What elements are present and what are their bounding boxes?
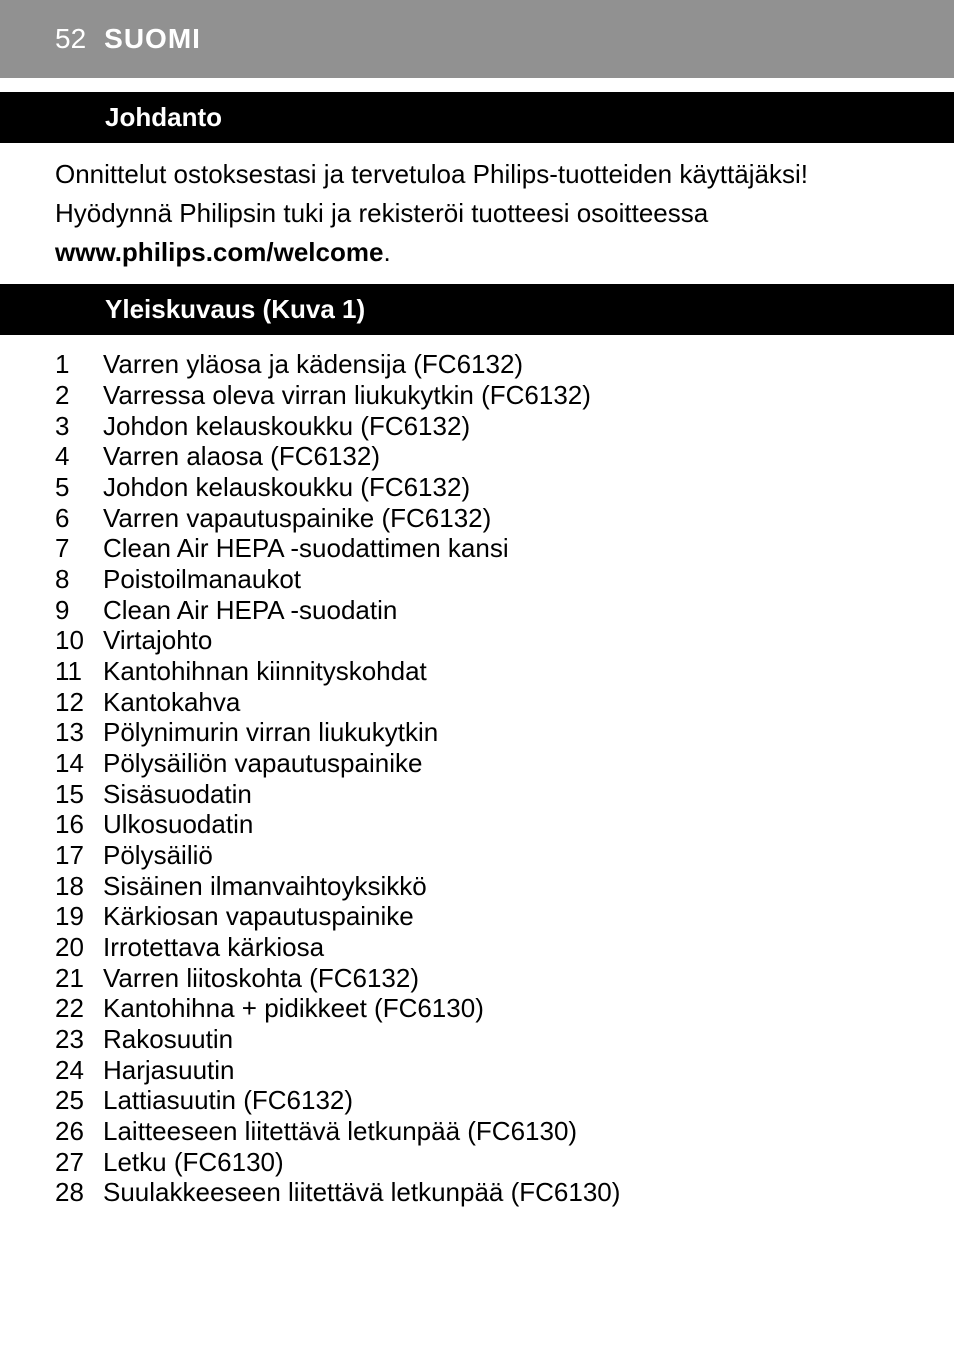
list-item: 2Varressa oleva virran liukukytkin (FC61…: [55, 380, 899, 411]
list-item: 19Kärkiosan vapautuspainike: [55, 901, 899, 932]
list-item-number: 25: [55, 1085, 103, 1116]
list-item: 28Suulakkeeseen liitettävä letkunpää (FC…: [55, 1177, 899, 1208]
list-item-text: Kärkiosan vapautuspainike: [103, 901, 899, 932]
list-item-text: Irrotettava kärkiosa: [103, 932, 899, 963]
list-item-number: 11: [55, 656, 103, 687]
list-item: 11Kantohihnan kiinnityskohdat: [55, 656, 899, 687]
list-item: 6Varren vapautuspainike (FC6132): [55, 503, 899, 534]
list-item-text: Varren alaosa (FC6132): [103, 441, 899, 472]
intro-line-1: Onnittelut ostoksestasi ja tervetuloa Ph…: [55, 157, 899, 192]
section-heading-intro-text: Johdanto: [55, 102, 899, 133]
list-item-number: 21: [55, 963, 103, 994]
page-header: 52 SUOMI: [0, 0, 954, 78]
list-item-number: 6: [55, 503, 103, 534]
list-item-number: 7: [55, 533, 103, 564]
list-item-number: 8: [55, 564, 103, 595]
list-item: 8Poistoilmanaukot: [55, 564, 899, 595]
list-item-number: 4: [55, 441, 103, 472]
list-item: 3Johdon kelauskoukku (FC6132): [55, 411, 899, 442]
list-item-number: 24: [55, 1055, 103, 1086]
list-item-number: 17: [55, 840, 103, 871]
list-item: 5Johdon kelauskoukku (FC6132): [55, 472, 899, 503]
list-item-text: Rakosuutin: [103, 1024, 899, 1055]
list-item: 20Irrotettava kärkiosa: [55, 932, 899, 963]
list-item-number: 2: [55, 380, 103, 411]
list-item-number: 13: [55, 717, 103, 748]
list-item-text: Johdon kelauskoukku (FC6132): [103, 411, 899, 442]
intro-suffix: .: [383, 237, 390, 267]
list-item-number: 3: [55, 411, 103, 442]
list-item-text: Kantohihna + pidikkeet (FC6130): [103, 993, 899, 1024]
section-heading-intro: Johdanto: [0, 92, 954, 143]
list-item: 10Virtajohto: [55, 625, 899, 656]
list-item-number: 10: [55, 625, 103, 656]
list-item-text: Varren yläosa ja kädensija (FC6132): [103, 349, 899, 380]
list-item: 9Clean Air HEPA -suodatin: [55, 595, 899, 626]
list-item-number: 28: [55, 1177, 103, 1208]
list-item-text: Laitteeseen liitettävä letkunpää (FC6130…: [103, 1116, 899, 1147]
list-item-text: Kantohihnan kiinnityskohdat: [103, 656, 899, 687]
list-item-number: 14: [55, 748, 103, 779]
list-item-number: 19: [55, 901, 103, 932]
header-title: SUOMI: [104, 23, 201, 55]
intro-line-2: Hyödynnä Philipsin tuki ja rekisteröi tu…: [55, 196, 899, 231]
list-item: 26Laitteeseen liitettävä letkunpää (FC61…: [55, 1116, 899, 1147]
list-item: 14Pölysäiliön vapautuspainike: [55, 748, 899, 779]
list-item: 23Rakosuutin: [55, 1024, 899, 1055]
page-content: Johdanto Onnittelut ostoksestasi ja terv…: [0, 92, 954, 1208]
list-item-text: Pölynimurin virran liukukytkin: [103, 717, 899, 748]
list-item-text: Johdon kelauskoukku (FC6132): [103, 472, 899, 503]
list-item-number: 26: [55, 1116, 103, 1147]
list-item-text: Varren vapautuspainike (FC6132): [103, 503, 899, 534]
intro-url: www.philips.com/welcome: [55, 237, 383, 267]
list-item: 27Letku (FC6130): [55, 1147, 899, 1178]
list-item-number: 18: [55, 871, 103, 902]
list-item: 24Harjasuutin: [55, 1055, 899, 1086]
list-item-number: 20: [55, 932, 103, 963]
section-heading-overview: Yleiskuvaus (Kuva 1): [0, 284, 954, 335]
list-item: 22Kantohihna + pidikkeet (FC6130): [55, 993, 899, 1024]
list-item-text: Poistoilmanaukot: [103, 564, 899, 595]
list-item: 7Clean Air HEPA -suodattimen kansi: [55, 533, 899, 564]
page-number: 52: [55, 23, 86, 55]
list-item-text: Pölysäiliön vapautuspainike: [103, 748, 899, 779]
list-item: 17Pölysäiliö: [55, 840, 899, 871]
section-heading-overview-text: Yleiskuvaus (Kuva 1): [55, 294, 899, 325]
list-item-number: 23: [55, 1024, 103, 1055]
list-item-text: Sisäinen ilmanvaihtoyksikkö: [103, 871, 899, 902]
list-item-text: Letku (FC6130): [103, 1147, 899, 1178]
list-item-text: Clean Air HEPA -suodattimen kansi: [103, 533, 899, 564]
list-item-number: 5: [55, 472, 103, 503]
list-item-number: 9: [55, 595, 103, 626]
list-item: 16Ulkosuodatin: [55, 809, 899, 840]
list-item-number: 12: [55, 687, 103, 718]
list-item-text: Pölysäiliö: [103, 840, 899, 871]
list-item-text: Sisäsuodatin: [103, 779, 899, 810]
list-item: 15Sisäsuodatin: [55, 779, 899, 810]
list-item-text: Harjasuutin: [103, 1055, 899, 1086]
list-item-text: Ulkosuodatin: [103, 809, 899, 840]
list-item: 1Varren yläosa ja kädensija (FC6132): [55, 349, 899, 380]
list-item-text: Varressa oleva virran liukukytkin (FC613…: [103, 380, 899, 411]
list-item-text: Clean Air HEPA -suodatin: [103, 595, 899, 626]
list-item: 13Pölynimurin virran liukukytkin: [55, 717, 899, 748]
list-item: 18Sisäinen ilmanvaihtoyksikkö: [55, 871, 899, 902]
list-item-number: 27: [55, 1147, 103, 1178]
list-item-number: 22: [55, 993, 103, 1024]
list-item: 21Varren liitoskohta (FC6132): [55, 963, 899, 994]
list-item-number: 15: [55, 779, 103, 810]
list-item: 12Kantokahva: [55, 687, 899, 718]
list-item-text: Kantokahva: [103, 687, 899, 718]
list-item-text: Virtajohto: [103, 625, 899, 656]
list-item: 4Varren alaosa (FC6132): [55, 441, 899, 472]
list-item-text: Lattiasuutin (FC6132): [103, 1085, 899, 1116]
list-item-number: 1: [55, 349, 103, 380]
list-item-number: 16: [55, 809, 103, 840]
intro-line-3: www.philips.com/welcome.: [55, 235, 899, 270]
overview-list: 1Varren yläosa ja kädensija (FC6132)2Var…: [55, 349, 899, 1208]
list-item-text: Varren liitoskohta (FC6132): [103, 963, 899, 994]
list-item: 25Lattiasuutin (FC6132): [55, 1085, 899, 1116]
list-item-text: Suulakkeeseen liitettävä letkunpää (FC61…: [103, 1177, 899, 1208]
